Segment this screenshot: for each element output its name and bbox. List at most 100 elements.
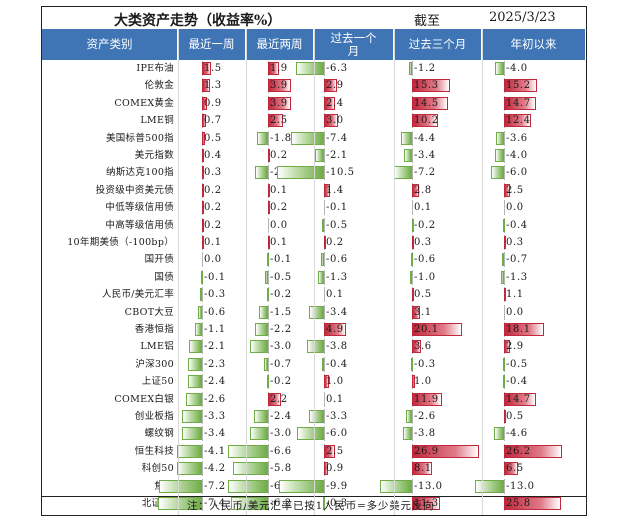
negative-bar [501, 270, 504, 284]
title-bar: 大类资产走势（收益率%） 截至 2025/3/23 [42, 7, 586, 29]
asset-name: 沪深300 [135, 358, 174, 370]
positive-bar [268, 392, 282, 406]
value-label: 1.9 [270, 63, 288, 74]
value-label: -3.4 [326, 306, 348, 318]
value-label: 0.2 [204, 202, 222, 214]
positive-bar [504, 288, 507, 302]
zero-line [202, 496, 203, 511]
table-row: COMEX黄金 0.9 3.9 2.4 14.5 14.7 [42, 95, 586, 112]
zero-line [324, 200, 325, 216]
header-cell: 最近两周 [246, 29, 314, 60]
negative-bar [322, 357, 325, 371]
value-label: 0.9 [204, 97, 222, 109]
zero-line [504, 130, 505, 146]
value-label: -3.0 [270, 341, 292, 353]
value-label: 0.1 [326, 289, 344, 301]
positive-bar [268, 96, 292, 110]
value-label: -2.4 [270, 411, 292, 422]
asset-name: 螺纹钢 [144, 428, 174, 440]
value-label: 14.5 [414, 97, 439, 109]
positive-bar [412, 462, 433, 476]
zero-line [202, 443, 203, 459]
asset-name: COMEX白银 [114, 393, 174, 405]
value-label: -3.8 [414, 428, 436, 440]
negative-bar [195, 323, 202, 336]
negative-bar [276, 166, 324, 180]
table-row: LME铝 -2.1 -3.0 -3.8 3.6 2.9 [42, 338, 586, 355]
asset-name: LME铝 [140, 341, 174, 353]
value-label: -6.0 [506, 167, 528, 179]
positive-bar [412, 183, 419, 197]
header-cell: 年初以来 [482, 29, 586, 60]
value-label: 1.4 [326, 184, 344, 196]
value-label: 0.2 [270, 150, 288, 161]
value-label: 0.5 [414, 289, 432, 301]
table-row: 科创50 -4.2 -5.8 0.9 8.1 6.5 [42, 460, 586, 477]
positive-bar [504, 183, 510, 197]
zero-line [504, 200, 505, 216]
negative-bar [503, 218, 506, 232]
value-label: 14.7 [506, 393, 531, 405]
value-label: 15.2 [506, 80, 531, 92]
zero-line [324, 148, 325, 163]
zero-line [504, 269, 505, 285]
zero-line [202, 304, 203, 320]
zero-line [202, 339, 203, 355]
zero-line [504, 252, 505, 268]
table-row: LME铜 0.7 2.5 3.0 10.2 12.4 [42, 112, 586, 129]
positive-bar [324, 96, 335, 110]
value-label: -0.6 [414, 254, 436, 266]
negative-bar [379, 479, 412, 493]
value-label: 0.4 [204, 150, 222, 161]
zero-line [324, 252, 325, 268]
table-title: 大类资产走势（收益率%） [114, 13, 282, 29]
negative-bar [188, 357, 202, 371]
date-label: 截至 [414, 14, 441, 29]
value-label: -4.2 [204, 463, 226, 475]
value-label: -7.4 [326, 132, 348, 144]
asset-name: 香港恒指 [134, 324, 174, 335]
asset-name: 恒生科技 [134, 445, 174, 457]
table-row: 沪深300 -2.3 -0.7 -0.4 -0.3 -0.5 [42, 356, 586, 373]
value-label: 0.5 [506, 411, 524, 422]
table-row: 人民币/美元汇率 -0.3 -0.2 0.1 0.5 1.1 [42, 286, 586, 303]
value-label: 2.8 [414, 184, 432, 196]
zero-line [324, 426, 325, 442]
positive-bar [202, 79, 210, 93]
positive-bar [504, 444, 562, 458]
value-label: -1.1 [204, 324, 226, 335]
table-row: 恒生科技 -4.1 -6.6 2.5 26.9 26.2 [42, 443, 586, 460]
positive-bar [504, 79, 538, 93]
negative-bar [321, 253, 324, 267]
value-label: -10.5 [326, 167, 355, 179]
negative-bar [409, 62, 412, 75]
value-label: 1.1 [506, 289, 524, 301]
value-label: 2.5 [506, 184, 524, 196]
positive-bar [202, 62, 211, 75]
positive-bar [202, 236, 204, 249]
asset-name: 国债 [154, 271, 174, 283]
zero-line [268, 304, 269, 320]
zero-line [412, 165, 413, 181]
positive-bar [412, 114, 438, 128]
table-row: COMEX白银 -2.6 2.2 0.1 11.9 14.7 [42, 391, 586, 408]
positive-bar [412, 340, 421, 354]
positive-bar [412, 392, 442, 406]
value-label: -13.0 [506, 480, 535, 492]
value-label: 14.7 [506, 97, 531, 109]
value-label: 0.1 [326, 393, 344, 405]
value-label: 26.2 [506, 445, 531, 457]
negative-bar [230, 497, 268, 510]
column-divider [314, 29, 315, 515]
negative-bar [295, 62, 324, 75]
positive-bar [202, 183, 204, 197]
value-label: 11.3 [414, 498, 439, 509]
asset-name: 10年期美债（-100bp） [67, 237, 174, 248]
value-label: 20.1 [414, 324, 439, 335]
negative-bar [176, 462, 202, 476]
positive-bar [202, 201, 204, 215]
positive-bar [202, 96, 208, 110]
table-row: 中低等级信用债 0.2 0.2 -0.1 0.1 0.0 [42, 199, 586, 216]
negative-bar [308, 305, 324, 319]
value-label: -2.3 [204, 358, 226, 370]
